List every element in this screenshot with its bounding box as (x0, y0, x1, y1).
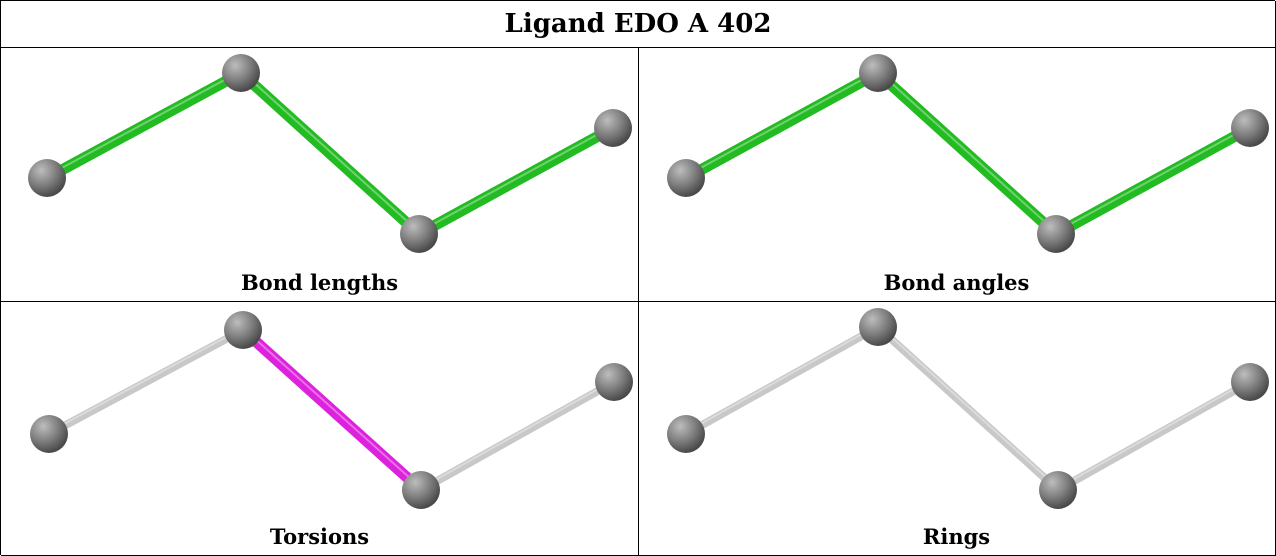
atom-sphere (859, 54, 897, 92)
bond-grey (45, 326, 247, 438)
atom-sphere (28, 159, 66, 197)
atom-sphere (224, 311, 262, 349)
atom-sphere (667, 415, 705, 453)
bond-grey (682, 323, 882, 438)
atom-sphere (400, 215, 438, 253)
atom-sphere (222, 54, 260, 92)
bond-highlight (1055, 125, 1251, 233)
bond-green (41, 67, 247, 184)
panel-caption: Bond lengths (240, 270, 399, 295)
atom-sphere (1231, 109, 1269, 147)
panel-torsions: Torsions (1, 302, 639, 556)
bond-highlight (240, 70, 420, 233)
panel-caption: Bond angles (883, 270, 1030, 295)
bond-green (413, 122, 619, 240)
bond-highlight (685, 70, 879, 177)
atom-sphere (595, 363, 633, 401)
molecule-diagram (30, 311, 633, 509)
molecule-diagram (667, 308, 1269, 509)
atom-sphere (1037, 215, 1075, 253)
atom-sphere (667, 159, 705, 197)
bond-highlight (1057, 379, 1251, 489)
bond-highlight (48, 327, 244, 433)
molecule-diagram (667, 54, 1269, 253)
atom-sphere (402, 471, 440, 509)
bond-highlight (46, 70, 242, 177)
atom-sphere (594, 109, 632, 147)
panel-caption: Torsions (269, 524, 370, 549)
bond-green (680, 67, 884, 184)
panel-caption: Rings (922, 524, 991, 549)
bond-grey (1054, 378, 1254, 494)
bond-highlight (420, 379, 615, 489)
bond-highlight (877, 70, 1057, 233)
atom-sphere (1231, 363, 1269, 401)
panel-bond-angles: Bond angles (638, 48, 1276, 302)
bond-grey (417, 378, 618, 494)
molecule-diagram (28, 54, 632, 253)
bond-green (872, 67, 1062, 240)
atom-sphere (1039, 471, 1077, 509)
bond-green (1050, 122, 1256, 240)
bond-highlight (877, 324, 1059, 489)
bond-highlight (418, 125, 614, 233)
bond-grey (874, 323, 1062, 494)
atom-sphere (30, 415, 68, 453)
panel-bond-lengths: Bond lengths (1, 48, 639, 302)
bond-highlight (242, 327, 422, 489)
atom-sphere (859, 308, 897, 346)
bond-green (235, 67, 425, 240)
bond-magenta (237, 324, 427, 496)
table-title: Ligand EDO A 402 (1, 1, 1276, 48)
panel-rings: Rings (638, 302, 1276, 556)
bond-highlight (685, 324, 879, 433)
